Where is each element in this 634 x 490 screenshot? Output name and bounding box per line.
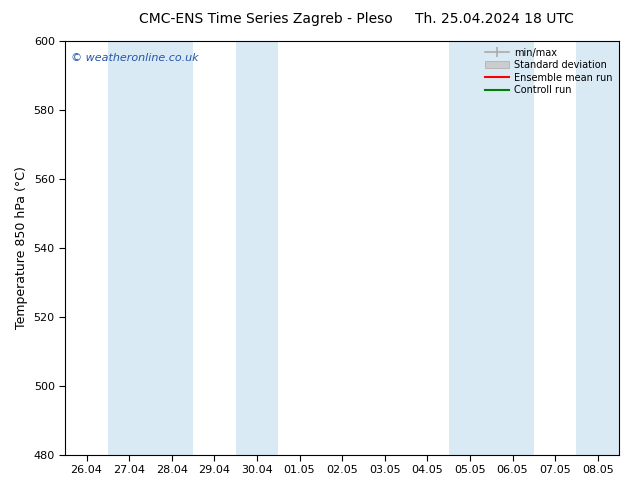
Bar	[108, 41, 193, 455]
Y-axis label: Temperature 850 hPa (°C): Temperature 850 hPa (°C)	[15, 167, 28, 329]
Text: Th. 25.04.2024 18 UTC: Th. 25.04.2024 18 UTC	[415, 12, 574, 26]
Bar	[449, 41, 534, 455]
Legend: min/max, Standard deviation, Ensemble mean run, Controll run: min/max, Standard deviation, Ensemble me…	[482, 46, 614, 97]
Text: © weatheronline.co.uk: © weatheronline.co.uk	[71, 53, 198, 64]
Bar	[576, 41, 619, 455]
Bar	[236, 41, 278, 455]
Text: CMC-ENS Time Series Zagreb - Pleso: CMC-ENS Time Series Zagreb - Pleso	[139, 12, 393, 26]
